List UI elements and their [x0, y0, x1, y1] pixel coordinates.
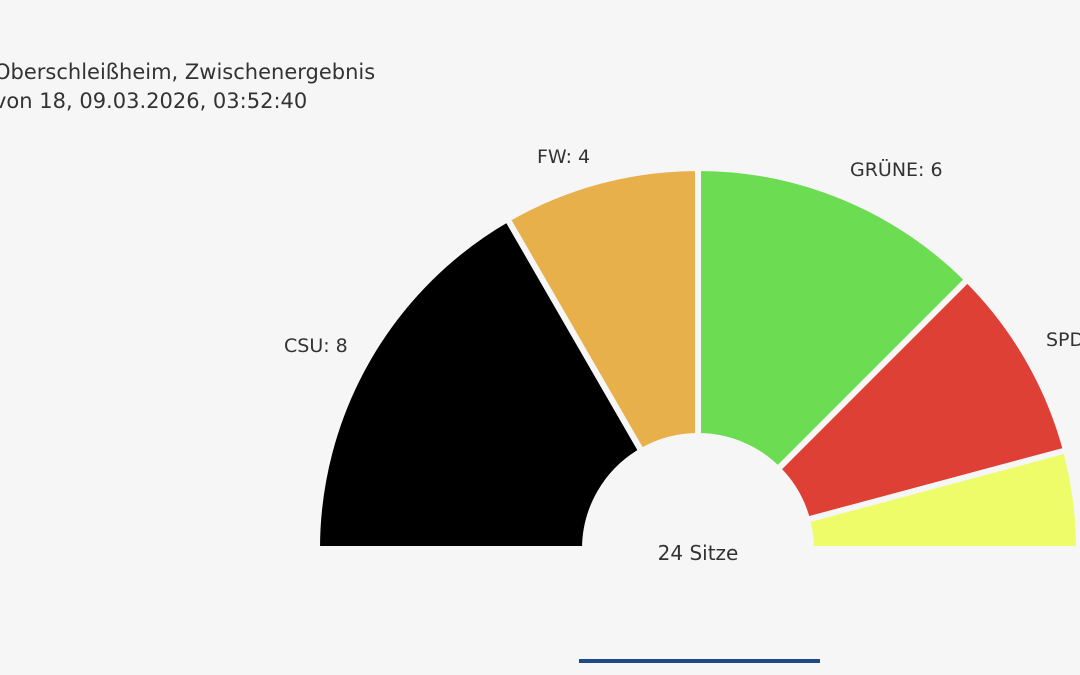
- label-csu: CSU: 8: [284, 335, 348, 357]
- slice-other[interactable]: [803, 446, 1080, 552]
- label-gruene: GRÜNE: 6: [850, 159, 943, 181]
- slice-spd[interactable]: [773, 275, 1070, 524]
- total-seats-label: 24 Sitze: [657, 541, 739, 565]
- label-spd: SPD: 4: [1046, 329, 1080, 351]
- title-line-1: Oberschleißheim, Zwischenergebnis: [0, 60, 376, 84]
- slice-csu[interactable]: [313, 214, 646, 552]
- slice-fw[interactable]: [503, 164, 701, 456]
- chart-title: Oberschleißheim, Zwischenergebnis von 18…: [0, 58, 375, 116]
- slice-grüne[interactable]: [695, 164, 972, 474]
- label-fw: FW: 4: [537, 146, 591, 168]
- tab-indicator[interactable]: [579, 659, 820, 663]
- slices: [313, 164, 1080, 552]
- title-line-2: von 18, 09.03.2026, 03:52:40: [0, 89, 308, 113]
